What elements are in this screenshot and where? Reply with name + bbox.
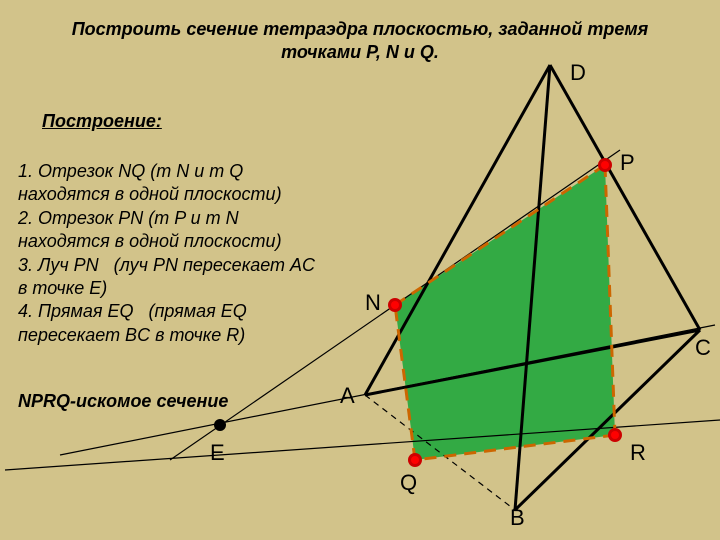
label-n: N: [365, 290, 381, 316]
label-d: D: [570, 60, 586, 86]
diagram-canvas: Построить сечение тетраэдра плоскостью, …: [0, 0, 720, 540]
label-r: R: [630, 440, 646, 466]
label-e: E: [210, 440, 225, 466]
result-text: NPRQ-искомое сечение: [18, 390, 228, 413]
label-c: C: [695, 335, 711, 361]
label-p: P: [620, 150, 635, 176]
label-b: B: [510, 505, 525, 531]
subtitle: Построение:: [42, 110, 162, 133]
title: Построить сечение тетраэдра плоскостью, …: [60, 18, 660, 65]
label-q: Q: [400, 470, 417, 496]
construction-steps: 1. Отрезок NQ (т N и т Q находятся в одн…: [18, 160, 328, 347]
label-a: A: [340, 383, 355, 409]
